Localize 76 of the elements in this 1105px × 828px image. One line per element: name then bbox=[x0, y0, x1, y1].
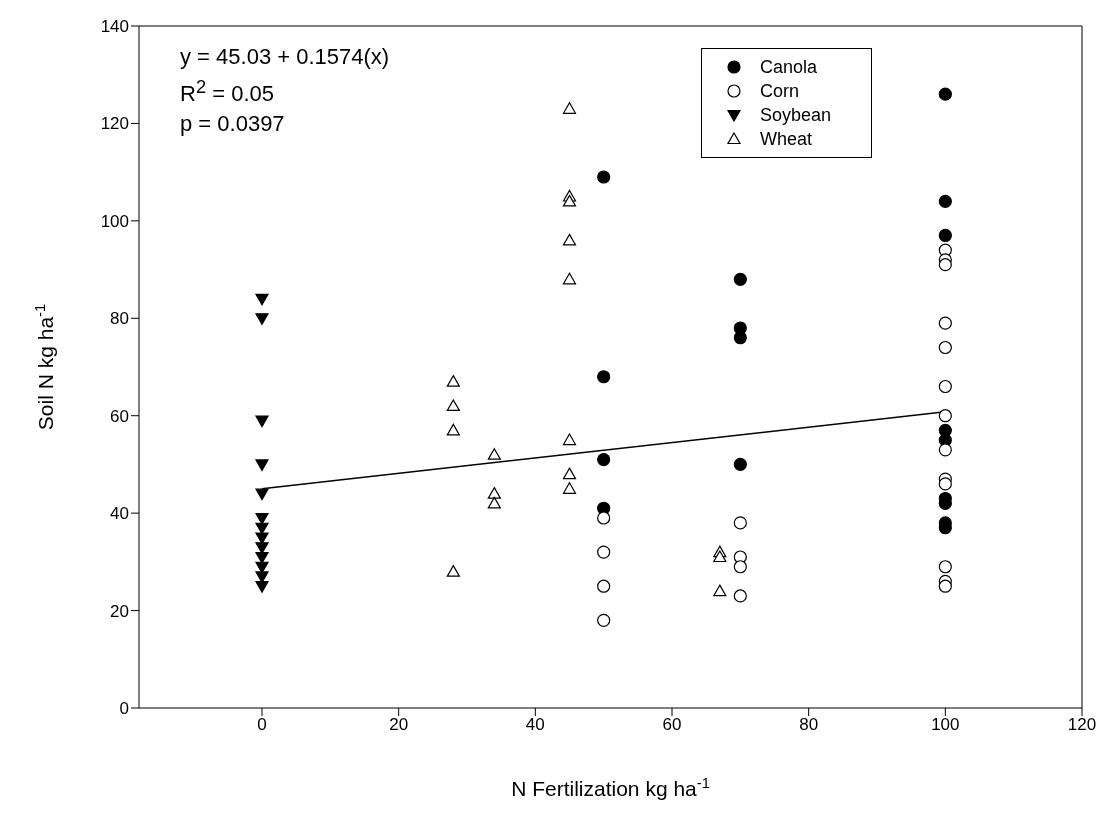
point bbox=[487, 487, 501, 499]
point bbox=[938, 228, 952, 243]
point bbox=[938, 477, 952, 491]
point bbox=[255, 561, 269, 574]
point bbox=[487, 496, 501, 509]
point bbox=[562, 272, 577, 285]
point bbox=[597, 511, 611, 525]
x-tick-label: 40 bbox=[525, 715, 545, 735]
legend-label: Soybean bbox=[759, 104, 831, 126]
x-tick-label: 100 bbox=[931, 715, 960, 735]
y-tick-label: 100 bbox=[100, 211, 129, 231]
x-tick-label: 0 bbox=[257, 715, 267, 735]
x-tick-label: 60 bbox=[662, 715, 682, 735]
y-tick-label: 140 bbox=[100, 17, 129, 37]
legend-label: Wheat bbox=[759, 128, 812, 150]
point bbox=[562, 482, 577, 494]
point bbox=[255, 488, 269, 501]
point bbox=[446, 399, 460, 412]
point bbox=[562, 467, 577, 480]
point bbox=[733, 589, 747, 603]
point bbox=[446, 423, 460, 436]
point bbox=[597, 170, 611, 184]
x-tick-label: 80 bbox=[799, 715, 819, 735]
point bbox=[255, 415, 269, 428]
y-tick-label: 0 bbox=[119, 699, 129, 719]
point bbox=[255, 532, 269, 545]
point bbox=[597, 545, 611, 559]
point bbox=[733, 331, 747, 345]
point bbox=[597, 579, 611, 593]
x-axis-title: N Fertilization kg ha$^{-1}$ bbox=[511, 775, 710, 800]
point bbox=[938, 194, 952, 208]
point bbox=[255, 551, 269, 564]
point bbox=[255, 313, 269, 325]
y-tick-label: 40 bbox=[110, 504, 129, 524]
point bbox=[562, 233, 577, 246]
x-tick-label: 120 bbox=[1067, 715, 1097, 735]
point bbox=[255, 512, 269, 525]
point bbox=[938, 560, 952, 574]
point bbox=[597, 452, 611, 467]
point bbox=[446, 565, 460, 577]
point bbox=[713, 550, 727, 563]
point bbox=[597, 370, 611, 384]
annotation: p = 0.0397 bbox=[180, 110, 286, 139]
point bbox=[938, 340, 952, 355]
y-tick-label: 80 bbox=[110, 309, 129, 329]
point bbox=[938, 443, 952, 457]
point bbox=[733, 560, 747, 574]
annotation: R$^{2}$ = 0.05 bbox=[180, 75, 275, 109]
point bbox=[733, 272, 747, 286]
point bbox=[446, 375, 460, 387]
point bbox=[562, 102, 577, 114]
point bbox=[938, 258, 952, 272]
legend-label: Canola bbox=[759, 56, 817, 78]
y-tick-label: 120 bbox=[100, 114, 129, 134]
point bbox=[713, 584, 727, 597]
point bbox=[562, 194, 577, 207]
point bbox=[562, 433, 577, 446]
point bbox=[597, 613, 611, 627]
point bbox=[938, 379, 952, 394]
point bbox=[938, 579, 952, 593]
point bbox=[255, 459, 269, 472]
legend-label: Corn bbox=[759, 80, 799, 102]
point bbox=[255, 581, 269, 593]
point bbox=[938, 409, 952, 423]
point bbox=[733, 457, 747, 472]
point bbox=[938, 316, 952, 330]
annotation: y = 45.03 + 0.1574(x) bbox=[180, 43, 390, 71]
point bbox=[255, 293, 269, 306]
point bbox=[733, 516, 747, 530]
y-tick-label: 60 bbox=[110, 406, 129, 426]
point bbox=[487, 448, 501, 460]
point bbox=[938, 87, 952, 101]
y-tick-label: 20 bbox=[110, 601, 129, 621]
point bbox=[255, 522, 269, 535]
x-tick-label: 20 bbox=[389, 715, 409, 735]
point bbox=[255, 542, 269, 554]
